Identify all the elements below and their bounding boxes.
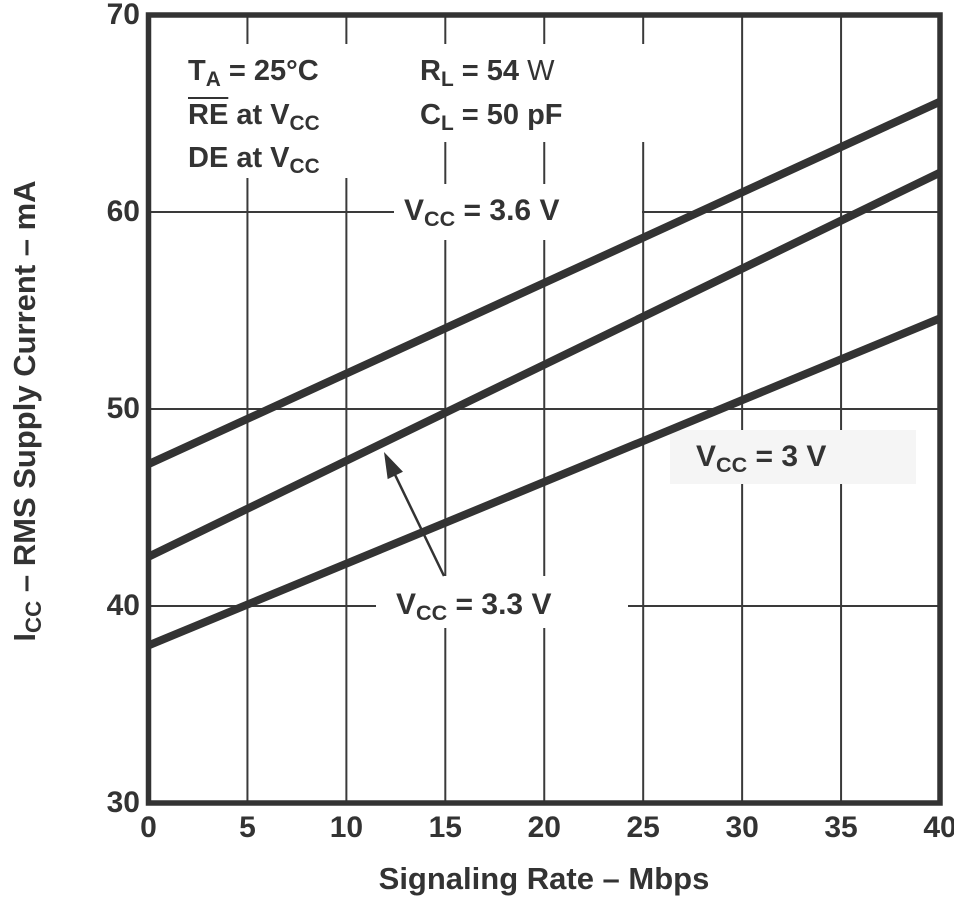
label-segment: = 54 xyxy=(453,55,528,87)
x-tick-5: 5 xyxy=(239,811,256,844)
label-segment: 30 xyxy=(106,786,140,819)
label-segment: at V xyxy=(228,99,290,131)
vcc36-label-box xyxy=(394,184,642,240)
vcc3-label-box xyxy=(670,430,916,484)
label-segment: 70 xyxy=(106,0,140,31)
label-segment: R xyxy=(420,55,441,87)
label-segment: V xyxy=(396,588,417,621)
x-tick-0: 0 xyxy=(140,811,157,844)
curve-label-vcc-3v6: VCC = 3.6 V xyxy=(404,195,559,231)
label-segment: CC xyxy=(289,154,320,178)
condition-cl: CL = 50 pF xyxy=(420,100,563,135)
label-segment: 50 xyxy=(106,392,140,425)
annotation-arrow-head xyxy=(384,452,403,480)
x-tick-40: 40 xyxy=(923,811,954,844)
label-segment: 60 xyxy=(106,195,140,228)
label-segment: CC xyxy=(424,206,456,232)
label-segment: DE at V xyxy=(188,142,290,174)
series-line-0-vcc-3.6-v xyxy=(146,98,942,468)
x-axis-title: Signaling Rate – Mbps xyxy=(148,861,940,896)
label-segment: = 3 V xyxy=(747,440,827,473)
label-segment: T xyxy=(188,55,206,87)
y-tick-40: 40 xyxy=(80,590,140,622)
curve-label-vcc-3v: VCC = 3 V xyxy=(696,441,826,477)
label-segment: = 3.6 V xyxy=(455,194,560,227)
label-segment: W xyxy=(527,55,555,87)
y-tick-50: 50 xyxy=(80,393,140,425)
x-tick-35: 35 xyxy=(824,811,858,844)
y-axis-title: ICC – RMS Supply Current – mA xyxy=(7,61,47,761)
condition-rl: RL = 54 W xyxy=(420,56,554,91)
label-segment: 40 xyxy=(106,589,140,622)
vcc33-label-box xyxy=(376,576,628,628)
label-segment: CC xyxy=(416,600,448,626)
y-tick-70: 70 xyxy=(80,0,140,31)
conditions-right-box xyxy=(410,44,660,142)
label-segment: V xyxy=(696,440,717,473)
y-tick-60: 60 xyxy=(80,196,140,228)
condition-de: DE at VCC xyxy=(188,143,320,178)
label-segment: = 3.3 V xyxy=(447,588,552,621)
x-tick-20: 20 xyxy=(527,811,561,844)
label-segment: I xyxy=(7,632,42,642)
annotation-arrow-shaft xyxy=(392,471,446,577)
label-segment: CC xyxy=(716,452,748,478)
label-segment: = 25°C xyxy=(220,55,319,87)
y-tick-30: 30 xyxy=(80,787,140,819)
condition-ta: TA = 25°C xyxy=(188,56,319,91)
x-tick-30: 30 xyxy=(725,811,759,844)
label-segment: RE xyxy=(188,99,229,131)
condition-re: RE at VCC xyxy=(188,100,320,135)
x-tick-15: 15 xyxy=(428,811,462,844)
series-line-1-vcc-3.3-v xyxy=(146,169,942,561)
label-segment: V xyxy=(404,194,425,227)
label-segment: = 50 pF xyxy=(453,99,563,131)
label-segment: C xyxy=(420,99,441,131)
label-segment: CC xyxy=(289,111,320,135)
label-segment: – RMS Supply Current – mA xyxy=(7,180,42,601)
x-tick-10: 10 xyxy=(329,811,364,844)
x-tick-25: 25 xyxy=(626,811,660,844)
label-segment: L xyxy=(440,111,454,135)
label-segment: L xyxy=(440,67,454,91)
series-line-2-vcc-3-v xyxy=(146,314,942,650)
label-segment: CC xyxy=(21,600,47,633)
plot-border xyxy=(145,12,943,806)
curve-label-vcc-3v3: VCC = 3.3 V xyxy=(396,589,551,625)
conditions-left-box xyxy=(182,44,396,178)
label-segment: Signaling Rate – Mbps xyxy=(378,861,710,896)
label-segment: A xyxy=(205,67,221,91)
